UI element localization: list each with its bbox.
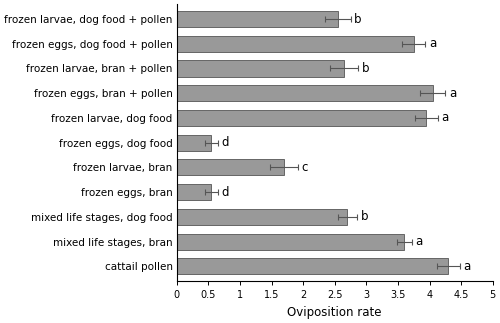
Text: b: b xyxy=(354,13,362,26)
Text: a: a xyxy=(449,87,456,100)
Text: a: a xyxy=(416,235,423,248)
Text: c: c xyxy=(302,161,308,174)
Bar xyxy=(176,184,212,200)
Bar xyxy=(176,60,344,77)
Text: d: d xyxy=(222,186,229,199)
Bar xyxy=(176,160,284,175)
Text: a: a xyxy=(442,111,449,124)
Bar xyxy=(176,36,414,52)
Text: a: a xyxy=(429,37,436,50)
Bar xyxy=(176,258,448,275)
Bar xyxy=(176,11,338,27)
Bar xyxy=(176,110,426,126)
Bar xyxy=(176,135,212,151)
Text: d: d xyxy=(222,136,229,149)
Bar xyxy=(176,209,348,225)
Text: b: b xyxy=(362,62,370,75)
Bar xyxy=(176,234,404,250)
Text: b: b xyxy=(360,210,368,224)
Text: a: a xyxy=(464,260,471,273)
Bar xyxy=(176,85,432,101)
X-axis label: Oviposition rate: Oviposition rate xyxy=(288,306,382,319)
